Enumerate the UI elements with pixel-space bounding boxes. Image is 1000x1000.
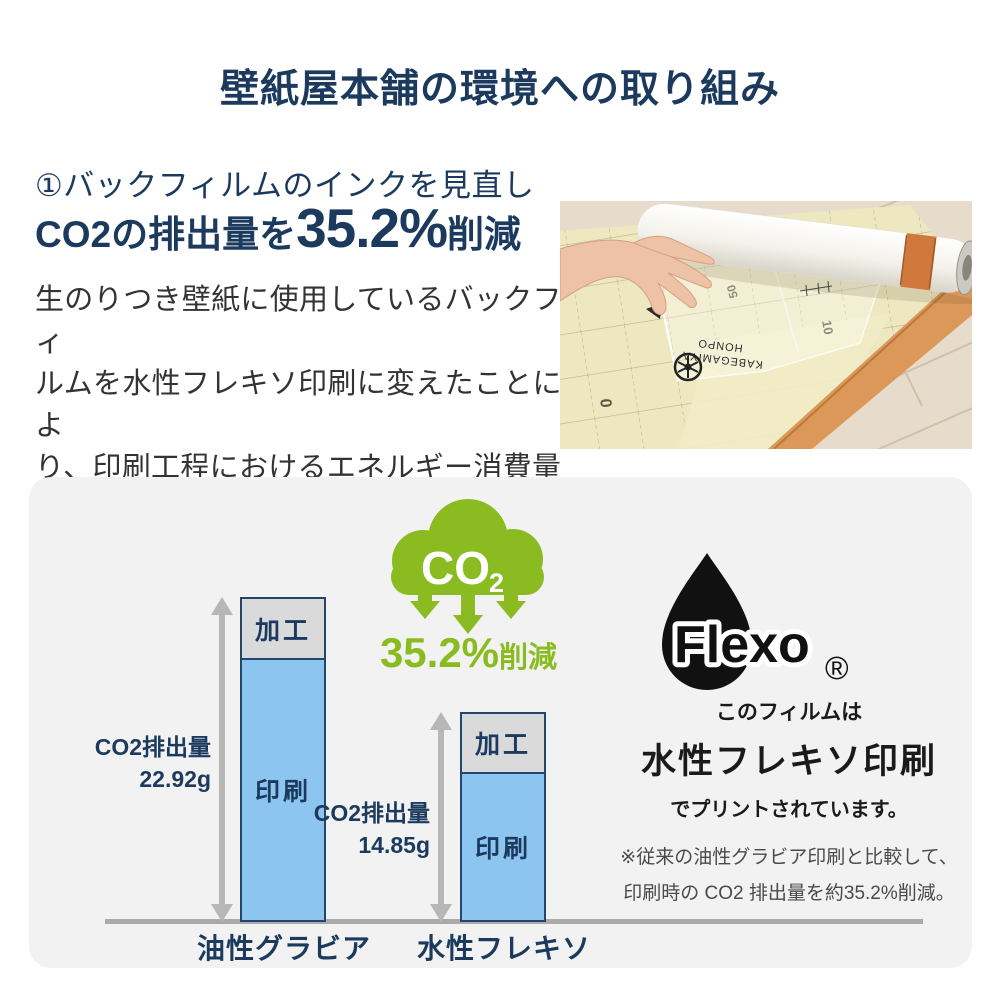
flexo-logo-text: Flexo: [674, 616, 810, 674]
reduction-label: 35.2%削減: [351, 629, 586, 677]
flexo-note-line2: 印刷時の CO2 排出量を約35.2%削減。: [623, 883, 955, 904]
section-heading: ①バックフィルムのインクを見直し: [35, 168, 535, 203]
page-title: 壁紙屋本舗の環境への取り組み: [219, 68, 780, 111]
sheet-number: 0: [598, 398, 616, 408]
cloud-gas-label: CO: [421, 542, 490, 594]
flexo-caption-line2: 水性フレキソ印刷: [640, 742, 937, 781]
bar-water-segment-processing: 加工: [462, 714, 544, 774]
sheet-number: 50: [724, 283, 741, 300]
amount-title: CO2排出量: [94, 734, 211, 760]
body-line: ルムを水性フレキソ印刷に変えたことによ: [35, 368, 562, 442]
lead-prefix: CO2の排出量を: [35, 214, 297, 255]
film-text-line: HONPO: [697, 336, 743, 353]
amount-label-oil: CO2排出量 22.92g: [53, 731, 211, 795]
flexo-caption-line1: このフィルムは: [715, 701, 863, 724]
bar-name-water: 水性フレキソ: [416, 933, 591, 964]
orange-edge-line: [773, 278, 961, 449]
bar-oil-segment-processing: 加工: [242, 599, 324, 660]
height-arrow-water: [430, 712, 452, 922]
bar-oil-segment-printing: 印刷: [242, 660, 324, 920]
bar-water-segment-printing: 印刷: [462, 774, 544, 920]
roll-shadow: [630, 257, 972, 305]
lead-value: 35.2%: [296, 197, 448, 259]
co2-cloud-icon: CO 2: [391, 499, 544, 634]
flexo-caption: このフィルムは 水性フレキソ印刷 でプリントされています。 ※従来の油性グラビア…: [609, 696, 969, 914]
product-photo: 10 50 0 KABEGAMIYA HONPO: [560, 201, 972, 449]
amount-value: 14.85g: [358, 832, 430, 858]
height-arrow-oil: [211, 597, 233, 922]
sheet-number: 10: [819, 319, 836, 336]
amount-label-water: CO2排出量 14.85g: [272, 797, 430, 861]
amount-title: CO2排出量: [313, 800, 430, 826]
flexo-droplet-icon: [662, 553, 752, 690]
bar-name-oil: 油性グラビア: [196, 933, 371, 964]
bar-oil-gravure: 加工 印刷: [240, 597, 326, 922]
sheet-numbers: 10 50 0: [598, 283, 836, 408]
flexo-logo-text-outline: Flexo: [674, 616, 810, 674]
flexo-note-line1: ※従来の油性グラビア印刷と比較して、: [620, 847, 958, 868]
wallpaper-roll: [630, 203, 972, 305]
roll-orange-band: [900, 233, 937, 291]
lead-line: CO2の排出量を35.2%削減: [35, 196, 521, 260]
peeled-backing: [678, 313, 892, 449]
body-line: 生のりつき壁紙に使用しているバックフィ: [35, 284, 562, 358]
reduction-value: 35.2%: [379, 629, 500, 676]
registered-mark: ®: [825, 650, 849, 686]
flexo-logo: Flexo Flexo ®: [662, 553, 849, 690]
lead-suffix: 削減: [447, 214, 522, 255]
hand: [560, 235, 715, 316]
flexo-caption-line3: でプリントされています。: [670, 799, 908, 821]
cloud-gas-subscript: 2: [489, 568, 504, 598]
amount-value: 22.92g: [139, 766, 211, 792]
brand-mark-circle: [673, 352, 703, 382]
photo-illustration: 10 50 0 KABEGAMIYA HONPO: [560, 201, 972, 449]
reduction-suffix: 削減: [499, 642, 558, 674]
film-ruler-marks: [799, 280, 833, 297]
bar-water-flexo: 加工 印刷: [460, 712, 546, 922]
infographic-panel: 加工 印刷 CO2排出量 22.92g 油性グラビア 加工 印刷 CO2排出量 …: [29, 477, 972, 968]
